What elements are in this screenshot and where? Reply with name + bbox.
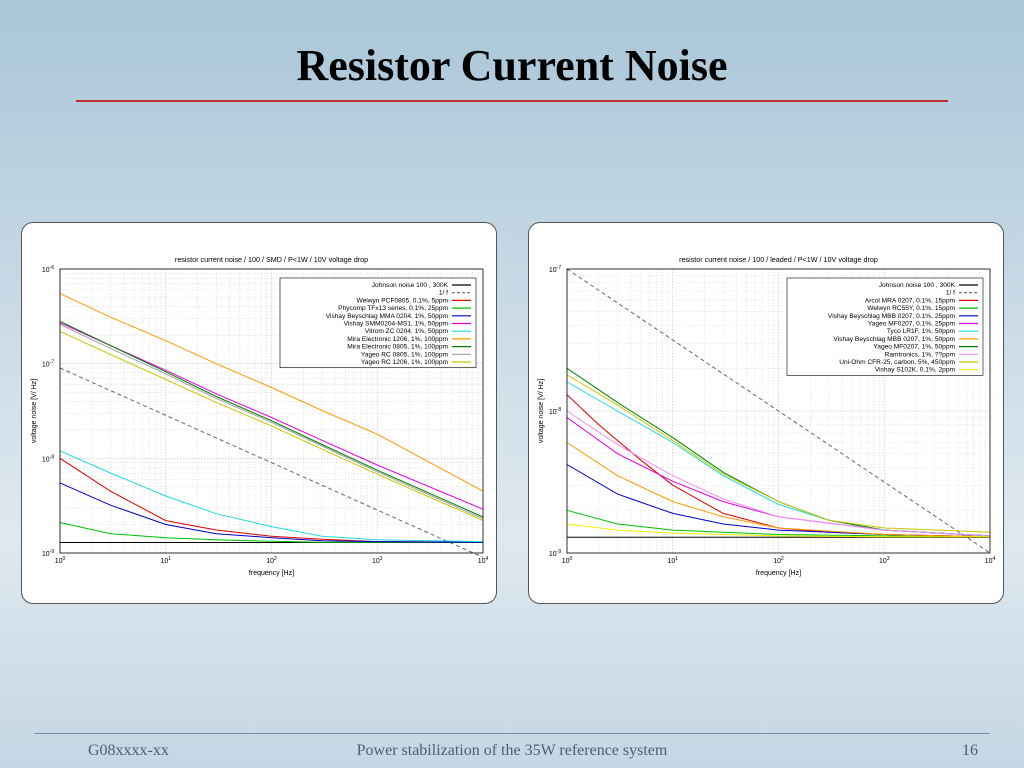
legend-label: Arcol MRA 0207, 0.1%, 15ppm <box>865 297 956 304</box>
series-line-8 <box>59 320 484 518</box>
legend-label: Mira Electronic 1206, 1%, 100ppm <box>347 336 448 343</box>
x-tick-label: 103 <box>879 556 890 565</box>
chart-panel-smd: resistor current noise / 100 / SMD / P<1… <box>21 222 497 604</box>
x-tick-label: 101 <box>160 556 171 565</box>
x-tick-label: 102 <box>266 556 277 565</box>
legend-box <box>279 277 477 368</box>
legend-box <box>786 277 984 376</box>
y-tick-label: 10-6 <box>42 265 54 274</box>
series-line-3 <box>59 522 483 543</box>
chart-title: resistor current noise / 100 / SMD / P<1… <box>175 255 368 264</box>
series-line-11 <box>566 523 990 538</box>
series-line-9 <box>566 410 991 537</box>
footer-divider <box>34 733 990 734</box>
x-tick-label: 104 <box>985 556 996 565</box>
page-number: 16 <box>962 742 978 759</box>
legend-label: 1/ f <box>439 290 448 297</box>
x-tick-label: 102 <box>773 556 784 565</box>
x-tick-label: 103 <box>372 556 383 565</box>
legend-label: Vishay SMM0204-MS1, 1%, 50ppm <box>344 321 449 328</box>
series-line-7 <box>566 442 991 538</box>
legend-label: Yageo RC 1206, 1%, 100ppm <box>361 359 449 366</box>
chart-panel-leaded: resistor current noise / 100 / leaded / … <box>528 222 1004 604</box>
legend-label: Vishay S102K, 0.1%, 2ppm <box>875 367 956 374</box>
series-line-9 <box>59 323 484 520</box>
legend-label: Mira Electronic 0805, 1%, 100ppm <box>347 344 448 351</box>
slide-title: Resistor Current Noise <box>296 41 728 90</box>
series-line-3 <box>566 509 991 538</box>
legend-label: Johnson noise 100 , 300K <box>879 282 956 289</box>
y-tick-label: 10-7 <box>42 360 54 369</box>
series-group <box>566 268 991 554</box>
legend-label: Yageo MF0207, 0.1%, 25ppm <box>868 321 956 328</box>
x-tick-label: 100 <box>55 556 66 565</box>
x-tick-label: 101 <box>667 556 678 565</box>
legend-label: Vishay Beyschlag MBB 0207, 1%, 50ppm <box>833 336 955 343</box>
legend-label: Yageo MF0207, 1%, 50ppm <box>873 344 955 351</box>
legend-label: Vishay Beyschlag MBB 0207, 0.1%, 25ppm <box>828 313 956 320</box>
y-tick-label: 10-9 <box>42 549 54 558</box>
plot-frame <box>59 268 484 554</box>
title-divider <box>76 100 948 102</box>
legend-label: Phycomp TFx13 series, 0.1%, 25ppm <box>338 305 448 312</box>
legend-label: Welwyn RC55Y, 0.1%, 15ppm <box>867 305 955 312</box>
legend-label: Tyco LR1F, 1%, 50ppm <box>887 328 956 335</box>
series-line-1 <box>59 367 484 558</box>
y-tick-label: 10-7 <box>549 265 561 274</box>
plot-frame <box>566 268 991 554</box>
y-tick-label: 10-8 <box>42 454 54 463</box>
series-line-6 <box>59 450 484 543</box>
legend-label: Johnson noise 100 , 300K <box>372 282 449 289</box>
x-axis-label: frequency [Hz] <box>756 570 801 577</box>
series-line-7 <box>59 293 484 492</box>
chart-title: resistor current noise / 100 / leaded / … <box>679 255 878 264</box>
series-line-4 <box>59 482 484 543</box>
chart-smd-resistors: resistor current noise / 100 / SMD / P<1… <box>31 255 489 577</box>
x-tick-label: 100 <box>562 556 573 565</box>
x-axis-label: frequency [Hz] <box>249 570 294 577</box>
legend-label: Ramtronics, 1%, ??ppm <box>885 351 956 358</box>
legend-label: Yageo RC 0805, 1%, 100ppm <box>361 351 449 358</box>
footer-document-id: G08xxxx-xx <box>88 742 169 759</box>
series-line-1 <box>566 268 991 554</box>
y-tick-label: 10-9 <box>549 549 561 558</box>
series-line-10 <box>566 374 991 533</box>
series-line-10 <box>59 330 484 522</box>
y-tick-label: 10-8 <box>549 407 561 416</box>
series-group <box>59 293 484 558</box>
y-axis-label: voltage noise [V/ Hz] <box>538 379 545 443</box>
chart-leaded-resistors: resistor current noise / 100 / leaded / … <box>538 255 996 577</box>
legend-label: Vitrom ZC 0204, 1%, 50ppm <box>365 328 449 335</box>
legend-label: 1/ f <box>946 290 955 297</box>
x-tick-label: 104 <box>478 556 489 565</box>
y-axis-label: voltage noise [V/ Hz] <box>31 379 38 443</box>
legend-label: Vishay Beyschlag MMA 0204, 1%, 50ppm <box>326 313 449 320</box>
legend-label: Welwyn PCF0805, 0.1%, 5ppm <box>356 297 448 304</box>
legend-label: Uni-Ohm CFR-25, carbon, 5%, 450ppm <box>839 359 955 366</box>
footer-presentation-title: Power stabilization of the 35W reference… <box>356 742 668 759</box>
